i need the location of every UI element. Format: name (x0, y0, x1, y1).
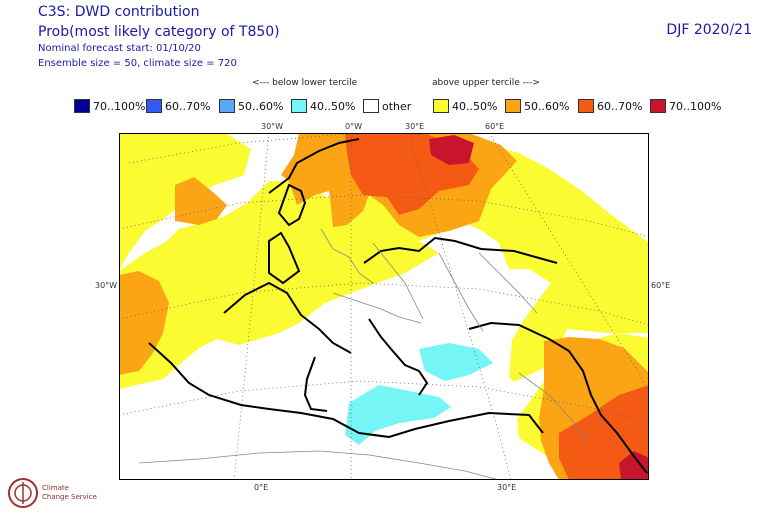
logo-text: Climate Change Service (42, 484, 97, 502)
legend-label: 70..100% (669, 99, 722, 113)
legend-swatch (433, 99, 449, 113)
country-borders (138, 228, 588, 480)
grid-label-top-0: 0°W (345, 122, 362, 131)
legend-swatch (578, 99, 594, 113)
legend-item-below-40-50: 40..50% (291, 97, 355, 115)
region-cyan-40-50 (345, 343, 493, 445)
region-darkred-70-100 (429, 135, 649, 480)
legend-item-below-50-60: 50..60% (219, 97, 283, 115)
legend-swatch (291, 99, 307, 113)
legend-swatch (146, 99, 162, 113)
legend-item-above-50-60: 50..60% (505, 97, 569, 115)
legend-swatch (650, 99, 666, 113)
legend-item-above-40-50: 40..50% (433, 97, 497, 115)
grid-label-bottom-30e: 30°E (497, 483, 517, 492)
season-label: DJF 2020/21 (666, 22, 752, 38)
below-tercile-label: <--- below lower tercile (252, 78, 358, 88)
legend-swatch (219, 99, 235, 113)
forecast-map (119, 133, 649, 480)
above-tercile-label: above upper tercile ---> (432, 78, 540, 88)
legend-swatch (363, 99, 379, 113)
grid-label-top-30w: 30°W (261, 122, 284, 131)
legend-label: 40..50% (452, 99, 498, 113)
legend-label: 50..60% (238, 99, 284, 113)
logo-line-2: Change Service (42, 493, 97, 501)
legend-item-above-70-100: 70..100% (650, 97, 721, 115)
forecast-start-text: Nominal forecast start: 01/10/20 (38, 43, 201, 54)
legend-item-below-70-100: 70..100% (74, 97, 145, 115)
map-frame (119, 133, 649, 480)
legend-swatch (505, 99, 521, 113)
legend-item-above-60-70: 60..70% (578, 97, 642, 115)
ensemble-size-text: Ensemble size = 50, climate size = 720 (38, 58, 237, 69)
logo-emblem-icon (8, 478, 38, 508)
grid-label-top-30e: 30°E (405, 122, 425, 131)
category-legend: 70..100% 60..70% 50..60% 40..50% other 4… (74, 97, 734, 115)
grid-label-bottom-0: 0°E (254, 483, 269, 492)
legend-item-below-60-70: 60..70% (146, 97, 210, 115)
map-title: C3S: DWD contribution (38, 4, 200, 20)
legend-label: 60..70% (165, 99, 211, 113)
graticule (119, 133, 649, 480)
legend-label: 50..60% (524, 99, 570, 113)
legend-label: 70..100% (93, 99, 146, 113)
legend-swatch (74, 99, 90, 113)
logo-line-1: Climate (42, 484, 69, 492)
legend-item-other: other (363, 97, 411, 115)
grid-label-right-60e: 60°E (651, 281, 671, 290)
legend-label: other (382, 99, 412, 113)
legend-label: 60..70% (597, 99, 643, 113)
legend-label: 40..50% (310, 99, 356, 113)
coastlines (148, 138, 648, 474)
grid-label-top-60e: 60°E (485, 122, 505, 131)
grid-label-left-30w: 30°W (95, 281, 118, 290)
copernicus-logo: Climate Change Service (6, 476, 106, 514)
map-subtitle: Prob(most likely category of T850) (38, 24, 280, 40)
